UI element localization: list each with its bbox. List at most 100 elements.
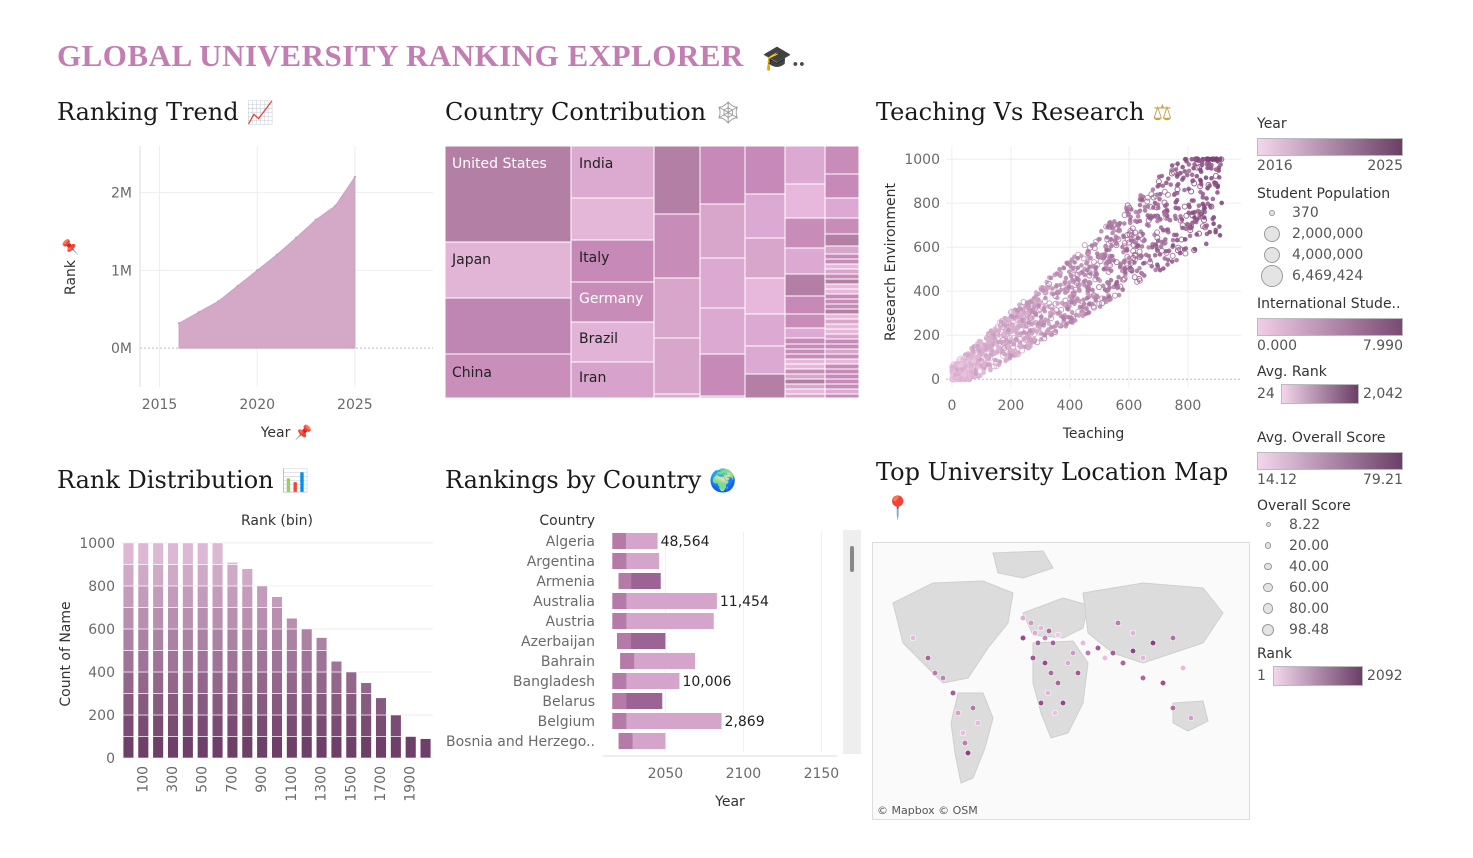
treemap-cell-small — [784, 247, 826, 275]
treemap-cell-small — [784, 146, 826, 185]
scatter-point — [1165, 227, 1171, 232]
globe-icon: 🌍 — [709, 469, 737, 494]
scatter-point — [1130, 254, 1137, 261]
scatter-point — [1132, 260, 1137, 265]
ranking-trend-chart[interactable]: 0M 1M 2M 2015 2020 2025 Year 📌 Rank 📌 — [55, 140, 440, 445]
dist-bar-segment — [271, 650, 283, 673]
map-university-point — [1101, 654, 1109, 662]
treemap-cell-small — [824, 328, 859, 335]
scatter-point — [1198, 182, 1204, 187]
dist-bar-segment — [211, 585, 224, 608]
scatter-point — [1124, 248, 1130, 253]
country-bar-segment — [617, 633, 632, 649]
scatter-point — [1176, 206, 1181, 211]
scatter-y-tick: 0 — [931, 372, 940, 388]
scatter-point — [1099, 252, 1104, 258]
dist-bar-segment — [405, 736, 417, 759]
legend-avg-overall-score[interactable]: Avg. Overall Score 14.12 79.21 — [1257, 430, 1417, 488]
map-university-point — [961, 739, 969, 747]
country-scrollbar[interactable] — [843, 530, 861, 754]
map-landmass — [892, 580, 1014, 684]
map-university-point — [1019, 634, 1027, 642]
scatter-point — [1014, 317, 1021, 324]
scatter-point — [1115, 236, 1122, 243]
trend-point — [275, 253, 278, 257]
scatter-point — [1169, 259, 1175, 264]
dist-bar-segment — [197, 564, 209, 587]
scatter-point — [1077, 271, 1082, 277]
legend-year[interactable]: Year 2016 2025 — [1257, 116, 1417, 174]
scatter-point — [1084, 267, 1090, 273]
scatter-point — [1161, 188, 1168, 195]
dist-y-tick: 800 — [88, 579, 115, 595]
world-map[interactable] — [873, 543, 1249, 819]
legend-student-population[interactable]: Student Population 370 2,000,000 4,000,000… — [1257, 186, 1417, 290]
map-university-point — [959, 729, 967, 737]
legend-rank-min: 1 — [1257, 668, 1266, 684]
dist-bar-segment — [360, 682, 372, 694]
country-bar-segment — [612, 693, 627, 709]
scatter-point — [1094, 271, 1100, 277]
legend-year-min: 2016 — [1257, 158, 1293, 174]
treemap-cell-small — [744, 146, 786, 195]
scatter-point — [1213, 227, 1219, 233]
dist-bar-segment — [152, 693, 164, 716]
dist-bar-segment — [182, 650, 194, 673]
map-university-point — [1187, 714, 1195, 722]
scatter-point — [1199, 159, 1205, 165]
rankings-by-country-chart[interactable]: Country Algeria 48,564 Argentina Armenia Aust… — [445, 508, 865, 813]
teaching-vs-research-title-text: Teaching Vs Research — [876, 98, 1145, 126]
legend-size-circle — [1269, 209, 1275, 216]
scatter-point — [1140, 261, 1146, 266]
country-clip — [445, 752, 840, 762]
legend-overall-score[interactable]: Overall Score 8.22 20.00 40.00 60.00 80.00 98… — [1257, 498, 1417, 642]
dist-bar-segment — [211, 736, 224, 759]
scatter-point — [1013, 336, 1019, 342]
dist-y-tick: 1000 — [79, 536, 115, 552]
scatter-point — [1181, 203, 1188, 210]
trend-point — [256, 269, 259, 272]
legend-rank[interactable]: Rank 1 2092 — [1257, 646, 1417, 686]
legend-avg-rank[interactable]: Avg. Rank 24 2,042 — [1257, 364, 1417, 404]
country-x-tick: 2100 — [726, 766, 762, 782]
scatter-point — [1182, 187, 1187, 193]
dist-bar-segment — [211, 564, 224, 587]
legend-avg-overall-max: 79.21 — [1362, 472, 1403, 488]
scatter-point — [1046, 321, 1052, 327]
scatter-point — [1081, 242, 1088, 249]
scatter-point — [1021, 330, 1027, 335]
scatter-point — [1018, 343, 1023, 349]
dist-y-tick: 400 — [88, 665, 115, 681]
country-scrollbar-thumb[interactable] — [850, 546, 854, 572]
scatter-point — [1137, 265, 1142, 271]
legend-international-students[interactable]: International Stude.. 0.000 7.990 — [1257, 296, 1417, 354]
rank-distribution-chart[interactable]: Rank (bin) 0 200 400 600 800 1000 100 300 500 700 9… — [55, 508, 440, 808]
teaching-vs-research-chart[interactable]: 0 200 400 600 800 0 200 400 600 800 1000 Teaching Re… — [876, 140, 1246, 450]
scatter-point — [998, 340, 1004, 345]
country-contribution-treemap[interactable]: United States India Japan Italy Germany Brazi… — [445, 146, 859, 398]
scatter-point — [1117, 264, 1123, 270]
scatter-point — [1163, 214, 1170, 221]
country-bar-segment — [612, 593, 627, 609]
scatter-point — [1069, 257, 1075, 262]
map-university-point — [974, 719, 982, 727]
treemap-cell-small — [653, 146, 701, 215]
scatter-point — [1057, 266, 1062, 272]
scatter-point — [1163, 237, 1168, 242]
scatter-point — [1019, 347, 1026, 354]
map-university-point — [1119, 659, 1127, 667]
scatter-point — [1031, 327, 1037, 333]
scatter-point — [1174, 257, 1179, 263]
scatter-point — [1120, 244, 1125, 250]
scatter-point — [1174, 186, 1181, 193]
scatter-point — [1011, 348, 1018, 355]
dist-bar-segment — [345, 736, 357, 759]
university-location-map[interactable]: © Mapbox © OSM — [872, 542, 1250, 820]
dist-bar-segment — [197, 607, 209, 630]
scatter-point — [1006, 343, 1011, 349]
dist-bar-segment — [167, 585, 179, 608]
map-university-point — [1064, 659, 1072, 667]
scatter-point — [1113, 234, 1119, 239]
scatter-point — [1068, 272, 1074, 278]
country-header: Country — [539, 513, 595, 529]
